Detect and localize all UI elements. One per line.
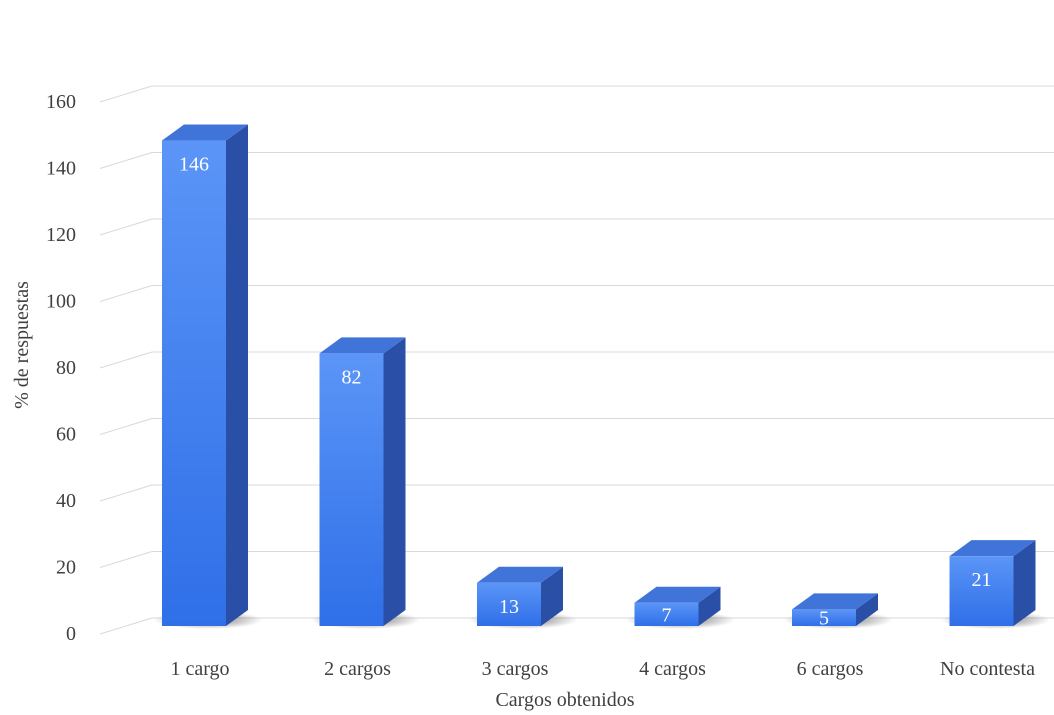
data-label: 13 [499,596,519,618]
bar-side [698,586,721,626]
bar-top [634,586,721,603]
bar: 21 [941,540,1050,629]
y-tick-label: 80 [56,357,76,379]
x-tick-label: 1 cargo [170,658,229,680]
gridline-diag [99,351,153,369]
y-axis-ticks: 0 20 40 60 80 100 120 140 160 [46,91,76,645]
bar-front [477,582,541,626]
bar-top [319,337,406,354]
y-tick-label: 0 [66,623,76,645]
x-tick-label: 2 cargos [324,658,391,680]
bar: 13 [468,566,578,629]
bar: 7 [626,586,735,629]
bar-front [792,609,856,626]
gridline-diag [99,551,153,568]
bar-top [477,566,563,583]
y-tick-label: 20 [56,557,76,579]
bar-front [319,353,384,626]
bar-side [226,124,248,627]
bar-front [634,602,699,626]
bar-side [856,593,878,626]
x-tick-label: 3 cargos [482,658,549,680]
bar-top [792,593,878,610]
gridline-diag [99,218,153,236]
bar-side [541,566,563,626]
gridlines [99,85,1054,635]
gridline-diag [99,85,153,103]
gridline-diag [99,285,153,302]
bar-front [162,140,226,627]
y-tick-label: 160 [46,91,76,113]
x-tick-label: No contesta [940,658,1035,680]
bar: 5 [783,593,893,630]
gridline-diag [99,152,153,169]
x-tick-label: 4 cargos [639,658,706,680]
y-axis-title: % de respuestas [11,281,33,409]
bar-front [949,556,1014,626]
y-tick-label: 140 [46,158,76,180]
gridline-diag [99,418,153,435]
bars: 146 82 13 7 5 21 [153,124,1050,630]
y-tick-label: 40 [56,490,76,512]
bar-top [949,540,1036,557]
y-tick-label: 60 [56,424,76,446]
data-label: 82 [342,366,362,388]
data-label: 21 [972,569,992,591]
data-label: 5 [819,608,829,630]
bar: 146 [153,124,263,629]
x-tick-label: 6 cargos [797,658,864,680]
x-axis-title: Cargos obtenidos [495,689,634,711]
bar-side [383,337,406,626]
y-tick-label: 100 [46,291,76,313]
bar: 82 [311,337,420,629]
data-label: 7 [662,604,672,626]
bar-top [162,124,248,141]
y-tick-label: 120 [46,224,76,246]
gridline-diag [99,617,153,635]
gridline-diag [99,484,153,502]
x-axis-categories: 1 cargo 2 cargos 3 cargos 4 cargos 6 cargos N… [170,658,1035,680]
data-label: 146 [179,154,209,176]
bar-side [1013,540,1036,626]
